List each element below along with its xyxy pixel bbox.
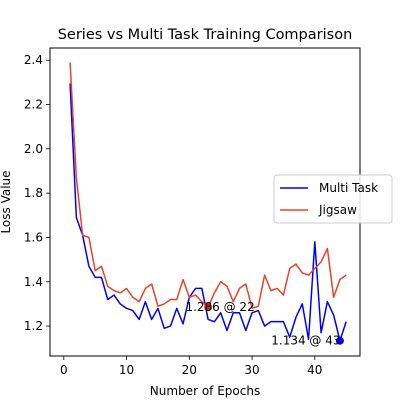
annotation-marker xyxy=(204,303,213,312)
y-tick-label: 2.2 xyxy=(24,98,43,112)
x-axis: 0 10 20 30 40 xyxy=(60,356,322,377)
y-axis: 1.2 1.4 1.6 1.8 2.0 2.2 2.4 xyxy=(24,53,50,333)
legend-label-jigsaw: Jigsaw xyxy=(318,203,357,217)
y-tick-label: 1.6 xyxy=(24,230,43,244)
y-tick-label: 2.0 xyxy=(24,142,43,156)
y-tick-label: 1.2 xyxy=(24,319,43,333)
x-tick-label: 20 xyxy=(182,363,197,377)
legend: Multi Task Jigsaw xyxy=(273,174,393,224)
x-tick-label: 0 xyxy=(60,363,68,377)
y-tick-label: 1.4 xyxy=(24,275,43,289)
plot-area: 1.286 @ 22 1.134 @ 43 xyxy=(49,47,361,357)
y-tick-label: 2.4 xyxy=(24,53,43,67)
y-tick-label: 1.8 xyxy=(24,186,43,200)
legend-box xyxy=(273,174,393,224)
x-axis-label: Number of Epochs xyxy=(150,384,260,398)
annotation-markers xyxy=(204,303,344,345)
annotation-marker xyxy=(335,336,344,345)
y-axis-label: Loss Value xyxy=(0,170,13,233)
x-tick-label: 40 xyxy=(307,363,322,377)
annotation-label: 1.286 @ 22 xyxy=(185,300,254,314)
x-tick-label: 10 xyxy=(119,363,134,377)
chart-title: Series vs Multi Task Training Comparison xyxy=(58,27,353,43)
x-tick-label: 30 xyxy=(244,363,259,377)
annotation-labels: 1.286 @ 22 1.134 @ 43 xyxy=(185,300,340,348)
legend-label-multi-task: Multi Task xyxy=(319,181,378,195)
annotation-label: 1.134 @ 43 xyxy=(271,334,340,348)
series-line-multi-task xyxy=(69,83,347,342)
